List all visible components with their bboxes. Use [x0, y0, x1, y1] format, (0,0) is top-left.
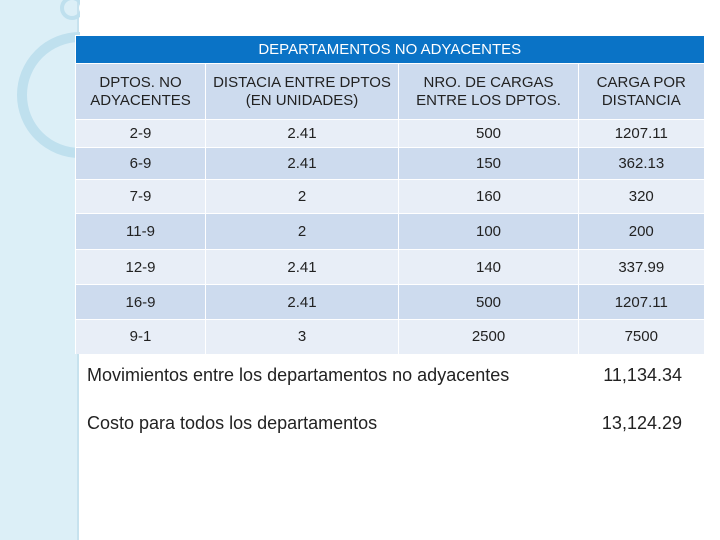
- column-header: NRO. DE CARGAS ENTRE LOS DPTOS.: [398, 63, 579, 120]
- table-cell: 1207.11: [577, 119, 704, 148]
- column-header: DPTOS. NO ADYACENTES: [75, 63, 206, 120]
- table-cell: 6-9: [75, 147, 206, 180]
- table-row: 9-1 3 2500 7500: [75, 319, 704, 354]
- table-row: 7-9 2 160 320: [75, 179, 704, 214]
- table-cell: 2: [205, 179, 399, 214]
- table-cell: 7-9: [75, 179, 206, 214]
- table-cell: 3: [205, 319, 399, 354]
- table-cell: 2.41: [205, 119, 399, 148]
- data-table: DEPARTAMENTOS NO ADYACENTES DPTOS. NO ADY…: [74, 35, 704, 354]
- table-cell: 500: [398, 119, 579, 148]
- table-row: 6-9 2.41 150 362.13: [75, 147, 704, 180]
- table-cell: 7500: [577, 319, 704, 354]
- side-decoration: [0, 0, 80, 540]
- table-cell: 500: [398, 284, 579, 320]
- table-cell: 320: [577, 179, 704, 214]
- table-cell: 1207.11: [577, 284, 704, 320]
- table-cell: 16-9: [75, 284, 206, 320]
- table-cell: 2.41: [205, 284, 399, 320]
- column-header: DISTACIA ENTRE DPTOS (EN UNIDADES): [205, 63, 399, 120]
- table-row: 2-9 2.41 500 1207.11: [75, 119, 704, 148]
- table-cell: 100: [398, 213, 579, 250]
- summary-label: Costo para todos los departamentos: [87, 413, 378, 433]
- table-cell: 150: [398, 147, 579, 180]
- table-title: DEPARTAMENTOS NO ADYACENTES: [74, 35, 704, 64]
- summary-value: 11,134.34: [603, 365, 682, 385]
- summary-value: 13,124.29: [601, 413, 682, 433]
- table-row: 12-9 2.41 140 337.99: [75, 249, 704, 285]
- table-cell: 337.99: [577, 249, 704, 285]
- column-header: CARGA POR DISTANCIA: [577, 63, 704, 120]
- table-cell: 160: [398, 179, 579, 214]
- table-cell: 9-1: [75, 319, 206, 354]
- table-cell: 2.41: [205, 249, 399, 285]
- title-row: DEPARTAMENTOS NO ADYACENTES: [74, 35, 704, 64]
- table-row: 16-9 2.41 500 1207.11: [75, 284, 704, 320]
- table-cell: 12-9: [75, 249, 206, 285]
- table-cell: 2: [205, 213, 399, 250]
- table-cell: 362.13: [577, 147, 704, 180]
- header-row: DPTOS. NO ADYACENTES DISTACIA ENTRE DPTOS…: [75, 63, 704, 120]
- table-cell: 140: [398, 249, 579, 285]
- table-row: 11-9 2 100 200: [75, 213, 704, 250]
- table-cell: 200: [577, 213, 704, 250]
- table-cell: 11-9: [75, 213, 206, 250]
- table-cell: 2.41: [205, 147, 399, 180]
- summary-label: Movimientos entre los departamentos no a…: [87, 365, 510, 385]
- table-cell: 2-9: [75, 119, 206, 148]
- table-cell: 2500: [398, 319, 579, 354]
